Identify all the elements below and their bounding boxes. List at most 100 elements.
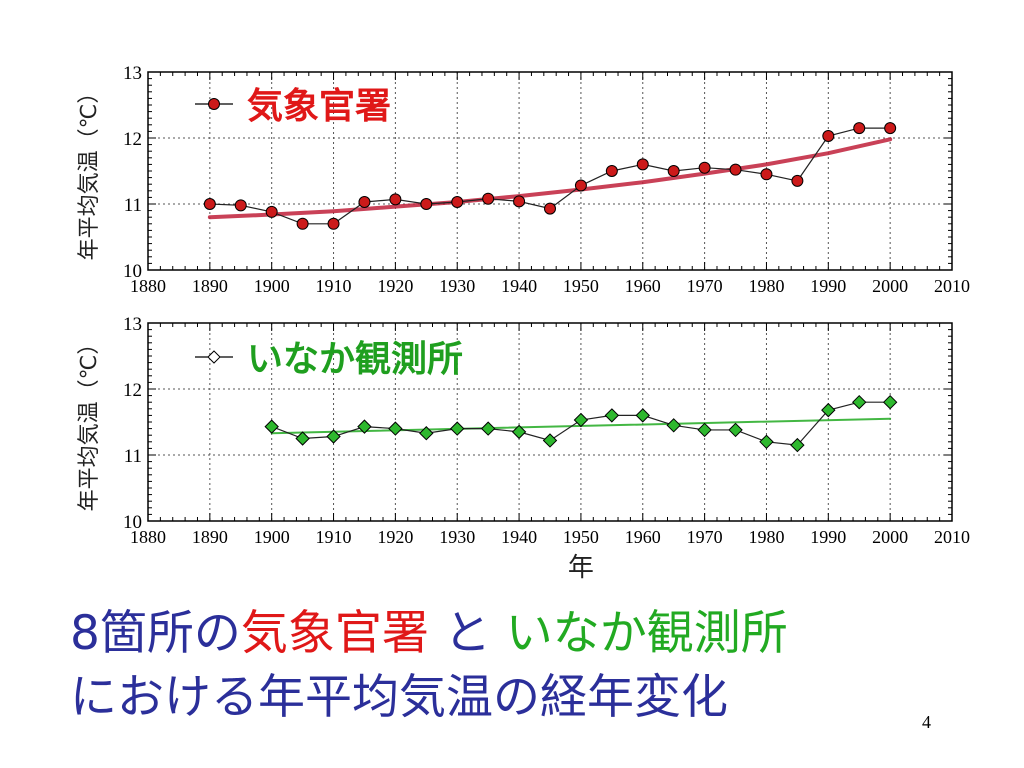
data-point bbox=[544, 202, 556, 215]
data-point bbox=[327, 217, 340, 230]
x-tick-label: 2000 bbox=[872, 527, 908, 547]
caption-segment: における年平均気温の経年変化 bbox=[70, 670, 728, 725]
x-tick-label: 1920 bbox=[377, 276, 413, 296]
page-number: 4 bbox=[922, 712, 931, 732]
y-tick-label: 12 bbox=[123, 129, 142, 150]
x-tick-label: 1880 bbox=[130, 527, 166, 547]
x-tick-label: 2010 bbox=[934, 276, 970, 296]
x-tick-label: 1880 bbox=[130, 276, 166, 296]
data-point bbox=[513, 195, 526, 208]
x-tick-label: 1910 bbox=[316, 527, 352, 547]
data-point bbox=[729, 163, 742, 176]
y-axis-label: 年平均気温（℃） bbox=[77, 333, 102, 512]
x-tick-label: 1940 bbox=[501, 276, 537, 296]
x-tick-label: 1980 bbox=[748, 276, 784, 296]
x-tick-label: 1990 bbox=[810, 276, 846, 296]
caption-line-2: における年平均気温の経年変化 bbox=[70, 666, 970, 730]
x-tick-label: 1930 bbox=[439, 276, 475, 296]
data-point bbox=[667, 165, 680, 177]
data-point bbox=[389, 193, 402, 206]
caption-line-1: 8箇所の気象官署 と いなか観測所 bbox=[70, 602, 970, 666]
data-point bbox=[605, 165, 618, 177]
data-point bbox=[698, 161, 711, 174]
x-tick-label: 1890 bbox=[192, 276, 228, 296]
data-point bbox=[636, 158, 649, 171]
data-point bbox=[821, 402, 836, 418]
x-tick-label: 1950 bbox=[563, 527, 599, 547]
x-tick-label: 1900 bbox=[254, 276, 290, 296]
data-point bbox=[482, 192, 495, 205]
x-tick-label: 1900 bbox=[254, 527, 290, 547]
caption: 8箇所の気象官署 と いなか観測所 における年平均気温の経年変化 bbox=[70, 602, 970, 730]
data-point bbox=[728, 422, 743, 438]
data-point bbox=[265, 205, 278, 218]
data-point bbox=[451, 196, 464, 209]
legend-marker bbox=[208, 98, 220, 110]
y-tick-label: 10 bbox=[123, 512, 142, 533]
data-point bbox=[357, 419, 372, 434]
data-point bbox=[419, 426, 434, 441]
data-point bbox=[759, 434, 774, 450]
y-tick-label: 10 bbox=[123, 261, 142, 282]
y-tick-label: 12 bbox=[123, 380, 142, 401]
data-point bbox=[326, 429, 341, 444]
x-tick-label: 1920 bbox=[377, 527, 413, 547]
data-point bbox=[511, 424, 527, 440]
caption-segment: と bbox=[428, 606, 506, 661]
caption-segment: 気象官署 bbox=[240, 606, 429, 661]
legend: 気象官署 bbox=[195, 86, 391, 127]
data-point bbox=[884, 122, 897, 135]
data-point bbox=[697, 422, 712, 438]
chart-2: 1880 1890 1900 1910 1920 1930 1940 1950 1960 1970… bbox=[77, 314, 970, 583]
data-point bbox=[853, 122, 866, 135]
data-point bbox=[203, 198, 216, 210]
data-point bbox=[420, 198, 433, 210]
legend: いなか観測所 bbox=[195, 339, 463, 380]
y-tick-label: 13 bbox=[123, 63, 142, 84]
caption-segment: いなか観測所 bbox=[505, 606, 788, 661]
x-tick-label: 2000 bbox=[872, 276, 908, 296]
data-point bbox=[388, 421, 403, 436]
x-tick-label: 1910 bbox=[316, 276, 352, 296]
data-point bbox=[358, 196, 371, 209]
chart-1: 1880 1890 1900 1910 1920 1930 1940 1950 1960 1970… bbox=[77, 63, 970, 296]
data-point bbox=[822, 130, 835, 143]
y-axis-label: 年平均気温（℃） bbox=[77, 82, 102, 261]
x-tick-label: 1960 bbox=[625, 527, 661, 547]
data-point bbox=[604, 408, 620, 423]
trend-line bbox=[207, 137, 893, 220]
x-axis-label: 年 bbox=[568, 553, 594, 583]
charts-area: 1880 1890 1900 1910 1920 1930 1940 1950 1960 1970… bbox=[77, 63, 970, 583]
data-point bbox=[234, 199, 247, 212]
x-tick-label: 1970 bbox=[687, 276, 723, 296]
data-point bbox=[791, 174, 804, 187]
y-tick-label: 13 bbox=[123, 314, 142, 335]
x-tick-label: 2010 bbox=[934, 527, 970, 547]
x-tick-label: 1890 bbox=[192, 527, 228, 547]
data-point bbox=[790, 437, 805, 453]
x-tick-label: 1980 bbox=[748, 527, 784, 547]
data-point bbox=[450, 421, 465, 436]
x-tick-label: 1970 bbox=[687, 527, 723, 547]
data-point bbox=[295, 431, 310, 446]
data-point bbox=[573, 412, 589, 428]
data-point bbox=[542, 433, 558, 448]
data-point bbox=[852, 394, 867, 410]
legend-label: いなか観測所 bbox=[247, 339, 463, 380]
x-tick-label: 1990 bbox=[810, 527, 846, 547]
y-tick-label: 11 bbox=[124, 446, 142, 467]
data-point bbox=[882, 394, 898, 410]
y-tick-label: 11 bbox=[124, 195, 142, 216]
data-point bbox=[635, 408, 650, 423]
caption-segment: 8箇所の bbox=[70, 606, 241, 661]
x-tick-label: 1950 bbox=[563, 276, 599, 296]
x-tick-label: 1960 bbox=[625, 276, 661, 296]
data-point bbox=[666, 418, 681, 433]
legend-label: 気象官署 bbox=[247, 86, 391, 127]
x-tick-label: 1930 bbox=[439, 527, 475, 547]
data-point bbox=[296, 217, 309, 230]
plot-frame bbox=[147, 322, 953, 522]
data-point bbox=[264, 419, 279, 434]
data-point bbox=[480, 421, 496, 436]
